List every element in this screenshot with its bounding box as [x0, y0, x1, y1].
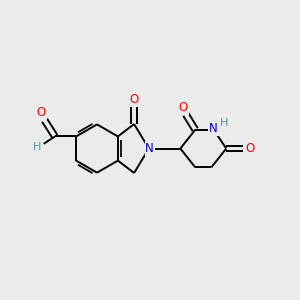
Text: H: H: [220, 118, 228, 128]
Text: H: H: [33, 142, 41, 152]
Text: N: N: [209, 122, 218, 135]
Text: O: O: [179, 101, 188, 114]
Text: O: O: [130, 93, 139, 106]
Text: O: O: [36, 106, 46, 119]
Text: N: N: [145, 142, 154, 155]
Text: O: O: [245, 142, 254, 155]
